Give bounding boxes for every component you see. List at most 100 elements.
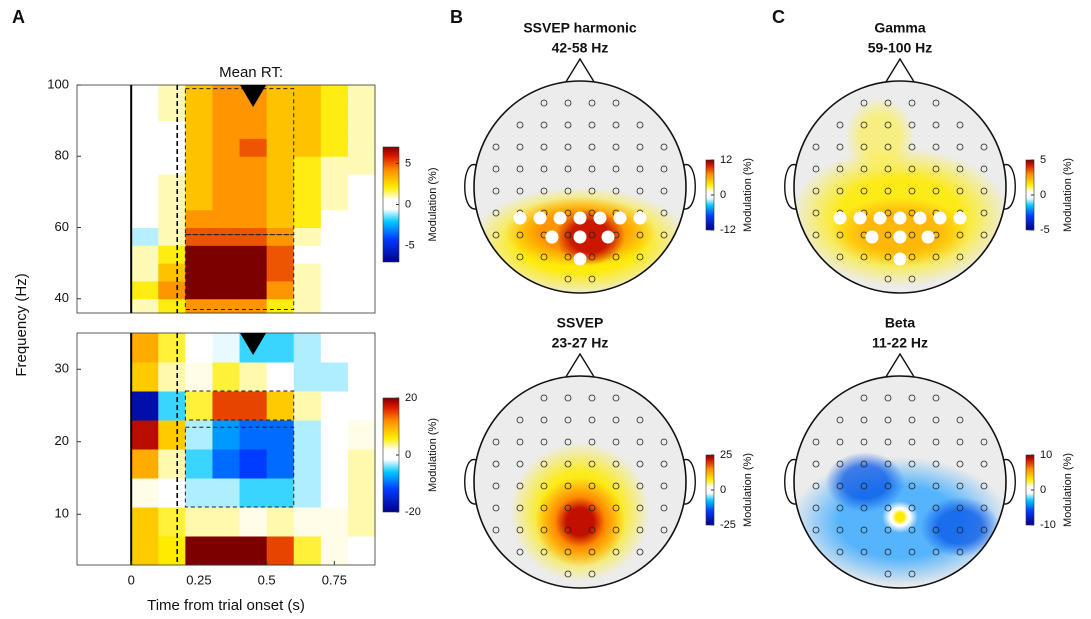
electrode <box>564 438 572 446</box>
heat-cell <box>347 391 376 421</box>
panel-label: C <box>772 7 785 27</box>
electrode <box>884 394 892 402</box>
electrode <box>540 187 548 195</box>
electrode <box>636 526 644 534</box>
heat-cell <box>347 138 376 157</box>
electrode <box>956 121 964 129</box>
ear <box>464 164 477 210</box>
electrode <box>980 438 988 446</box>
electrode <box>884 275 892 283</box>
electrode <box>564 143 572 151</box>
electrode <box>492 438 500 446</box>
significant-electrode <box>601 230 615 244</box>
heat-cell <box>293 120 322 139</box>
electrode <box>516 231 524 239</box>
heat-cell <box>131 507 159 537</box>
electrode <box>636 165 644 173</box>
heat-cell <box>185 245 213 264</box>
electrode <box>612 121 620 129</box>
electrode <box>612 482 620 490</box>
electrode <box>612 548 620 556</box>
electrode <box>812 482 820 490</box>
colorbar-tick-label: 0 <box>720 189 726 201</box>
window-box <box>184 426 295 508</box>
colorbar-tick-label: -12 <box>720 224 736 236</box>
heat-cell <box>320 333 349 363</box>
electrode <box>908 121 916 129</box>
heat-cell <box>158 536 186 566</box>
electrode <box>956 548 964 556</box>
electrode <box>636 438 644 446</box>
electrode <box>516 187 524 195</box>
electrode <box>980 460 988 468</box>
heat-cell <box>185 191 213 211</box>
significant-electrode <box>893 211 907 225</box>
heat-cell <box>320 362 349 392</box>
heat-cell <box>239 245 268 264</box>
ear <box>683 164 696 210</box>
heat-cell <box>131 478 159 508</box>
electrode <box>836 416 844 424</box>
electrode <box>908 570 916 578</box>
heat-cell <box>131 263 159 282</box>
significant-electrode <box>553 211 567 225</box>
significant-electrode <box>953 211 967 225</box>
topomap-subtitle: 11-22 Hz <box>872 335 928 351</box>
electrode <box>636 504 644 512</box>
electrode <box>564 275 572 283</box>
heat-cell <box>104 391 132 421</box>
heat-cell <box>185 420 213 450</box>
electrode <box>836 526 844 534</box>
heat-cell <box>212 478 241 508</box>
electrode <box>908 438 916 446</box>
heat-cell <box>212 507 241 537</box>
heat-cell <box>320 420 349 450</box>
heat-cell <box>293 227 322 246</box>
electrode <box>588 548 596 556</box>
heat-cell <box>131 174 159 193</box>
electrode <box>956 438 964 446</box>
axes-frame <box>76 84 376 314</box>
electrode <box>492 209 500 217</box>
heat-cell <box>131 420 159 450</box>
heat-cell <box>347 227 376 246</box>
heat-cell <box>131 102 159 122</box>
significant-electrode <box>513 211 527 225</box>
electrode <box>908 231 916 239</box>
heat-cell <box>266 280 295 300</box>
heat-cell <box>158 420 186 450</box>
heat-cell <box>77 449 105 479</box>
significant-electrode <box>933 211 947 225</box>
electrode <box>884 231 892 239</box>
electrode <box>860 187 868 195</box>
heat-cell <box>320 191 349 211</box>
heat-cell <box>347 298 376 314</box>
electrode <box>660 231 668 239</box>
electrode <box>540 99 548 107</box>
heat-cell <box>185 507 213 537</box>
significant-electrode <box>573 211 587 225</box>
topomap-subtitle: 42-58 Hz <box>552 40 609 56</box>
electrode <box>908 416 916 424</box>
electrode <box>884 438 892 446</box>
electrode <box>516 460 524 468</box>
electrode <box>492 187 500 195</box>
heat-cell <box>320 102 349 122</box>
electrode <box>540 394 548 402</box>
electrode <box>812 231 820 239</box>
head-outline <box>793 375 1007 589</box>
heat-cell <box>212 174 241 193</box>
heat-cell <box>77 536 105 566</box>
electrode <box>836 231 844 239</box>
heat-cell <box>293 209 322 228</box>
electrode <box>564 99 572 107</box>
topomap-subtitle: 23-27 Hz <box>552 335 609 351</box>
heat-cell <box>158 391 186 421</box>
colorbar-tick-label: 10 <box>1040 449 1052 461</box>
electrode <box>564 121 572 129</box>
heat-cell <box>212 536 241 566</box>
heat-cell <box>266 191 295 211</box>
electrode <box>540 504 548 512</box>
heat-cell <box>239 420 268 450</box>
electrode <box>492 504 500 512</box>
